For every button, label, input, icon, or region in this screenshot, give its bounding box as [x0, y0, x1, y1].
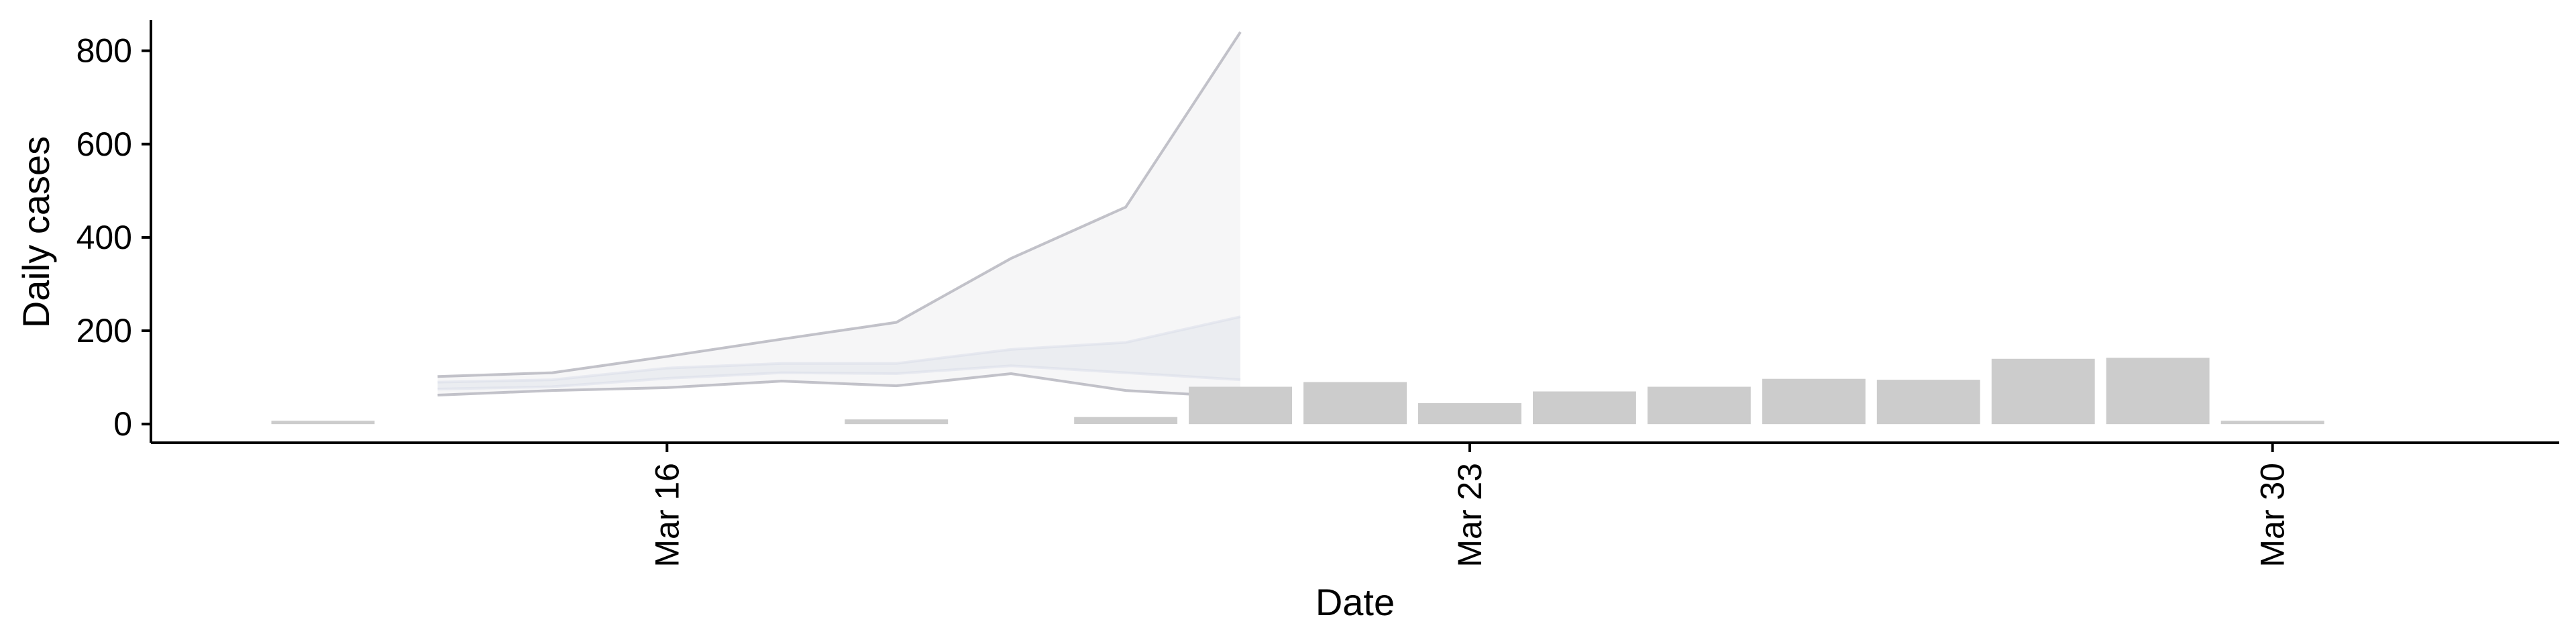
- ribbon-1-upper-line: [437, 31, 1242, 378]
- y-tick-label-600: 600: [76, 125, 132, 163]
- ribbon-2-upper-line: [437, 315, 1241, 384]
- bar-2020-03-28: [1991, 358, 2095, 425]
- x-tick-label-2020-03-23: Mar 23: [1451, 463, 1489, 568]
- bar-2020-03-26: [1762, 378, 1866, 425]
- y-tick-label-800: 800: [76, 32, 132, 70]
- bar-2020-03-30: [2220, 421, 2324, 425]
- y-tick-label-400: 400: [76, 219, 132, 256]
- y-tick-label-200: 200: [76, 312, 132, 350]
- tick-layer: 0 200 400 600 800 Mar 16 Mar 23 Mar 30: [76, 32, 2292, 568]
- bar-2020-03-22: [1303, 382, 1407, 425]
- y-axis-title: Daily cases: [15, 136, 57, 328]
- ribbon-2-area: [437, 317, 1240, 389]
- bar-2020-03-27: [1876, 380, 1980, 425]
- bar-2020-03-21: [1189, 386, 1292, 425]
- bar-layer: [271, 358, 2324, 425]
- y-tick-label-0: 0: [113, 405, 132, 443]
- ribbon-1-lower-line: [437, 372, 1241, 398]
- bar-2020-03-13: [271, 421, 375, 425]
- bar-2020-03-23: [1418, 402, 1521, 425]
- ribbon-layer: [437, 31, 1242, 398]
- bar-2020-03-18: [845, 419, 949, 425]
- x-axis-title: Date: [1316, 581, 1395, 623]
- bar-2020-03-29: [2106, 358, 2210, 425]
- bar-2020-03-25: [1647, 386, 1751, 425]
- axes-layer: [150, 20, 2559, 444]
- bar-2020-03-24: [1533, 391, 1636, 425]
- ribbon-2-lower-line: [437, 364, 1241, 390]
- x-tick-label-2020-03-30: Mar 30: [2254, 463, 2292, 568]
- ribbon-1-area: [437, 32, 1240, 397]
- x-tick-label-2020-03-16: Mar 16: [648, 463, 686, 568]
- bar-2020-03-20: [1074, 417, 1178, 425]
